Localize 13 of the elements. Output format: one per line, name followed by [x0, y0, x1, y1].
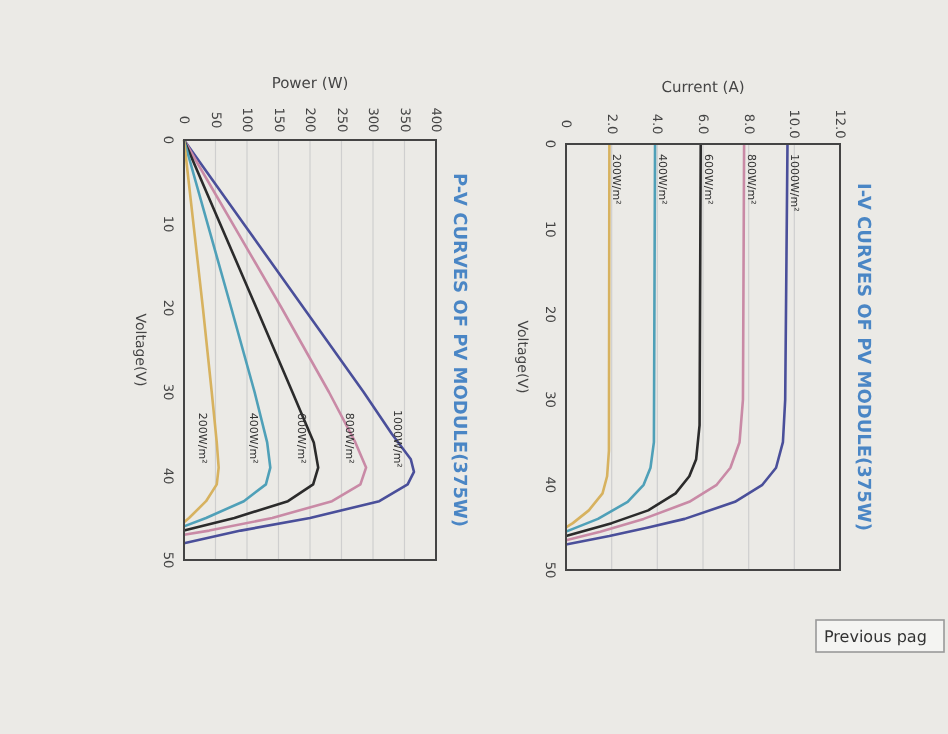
line-series	[182, 138, 320, 532]
line-series	[182, 138, 272, 528]
text: Previous pag	[824, 628, 927, 646]
line-series	[564, 142, 657, 533]
line-series	[182, 138, 220, 524]
line-series	[564, 142, 746, 542]
line-series	[182, 138, 368, 537]
line-series	[182, 138, 416, 545]
text: P-V CURVES OF PV MODULE(375W)	[448, 172, 468, 528]
line-series	[564, 142, 789, 546]
line-series	[564, 142, 703, 538]
text: I-V CURVES OF PV MODULE(375W)	[852, 183, 872, 531]
line-series	[564, 142, 611, 529]
